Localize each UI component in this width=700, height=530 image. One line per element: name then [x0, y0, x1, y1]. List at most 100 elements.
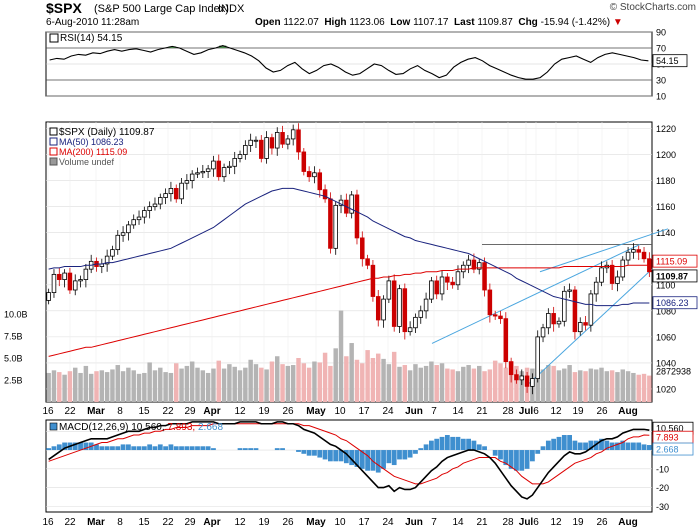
candle-body	[328, 198, 333, 249]
candle-body	[168, 188, 174, 195]
candle-body	[296, 129, 301, 153]
rsi-legend-marker	[49, 33, 59, 43]
macd-histogram-bar	[115, 446, 121, 451]
volume-bar	[487, 369, 493, 402]
volume-bar	[275, 356, 280, 402]
volume-bar	[205, 372, 211, 402]
price-x-label: 17	[358, 406, 370, 417]
last-value: 1109.87	[477, 17, 513, 28]
price-x-label: 12	[234, 406, 246, 417]
macd-histogram-bar	[519, 450, 525, 471]
macd-x-label: May	[306, 517, 326, 528]
candle-body	[195, 172, 200, 175]
macd-histogram-bar	[136, 446, 142, 451]
macd-histogram-bar	[625, 442, 631, 451]
volume-bar	[83, 365, 89, 402]
candle-body	[482, 262, 487, 291]
candle-body	[274, 132, 280, 149]
candle-body	[429, 280, 434, 300]
volume-bar	[503, 367, 509, 402]
volume-bar	[562, 368, 567, 402]
macd-x-label: 21	[476, 517, 488, 528]
macd-histogram-bar	[83, 442, 89, 451]
candle-body	[551, 313, 556, 325]
candle-body	[609, 264, 615, 284]
volume-bar	[269, 361, 275, 402]
candle-body	[508, 361, 514, 376]
macd-histogram-bar	[306, 450, 312, 456]
candle-body	[126, 224, 131, 234]
volume-bar	[189, 361, 195, 402]
macd-value-tag	[652, 442, 694, 456]
volume-bar	[147, 362, 152, 402]
macd-histogram-bar	[397, 450, 402, 460]
macd-x-label: Jul	[519, 517, 534, 528]
candle-body	[147, 206, 152, 211]
volume-tick-label: 2.5B	[4, 376, 23, 386]
candle-body	[173, 188, 179, 200]
volume-bar	[211, 368, 216, 402]
rsi-overbought-fill	[168, 46, 176, 48]
candle-body	[205, 168, 211, 172]
volume-tick-label: 7.5B	[4, 332, 23, 342]
volume-bar	[126, 367, 131, 402]
macd-histogram-bar	[349, 450, 355, 466]
candle-body	[312, 172, 317, 178]
candle-body	[407, 327, 413, 333]
volume-bar	[636, 374, 641, 402]
volume-bar	[184, 365, 190, 402]
rsi-tick-label: 90	[656, 28, 666, 38]
volume-bar	[567, 365, 572, 402]
candle-body	[62, 272, 67, 280]
volume-bar	[328, 365, 333, 402]
macd-histogram-bar	[545, 440, 551, 451]
candle-body	[476, 262, 482, 270]
candle-body	[253, 139, 259, 142]
candle-body	[237, 154, 243, 159]
macd-histogram-bar	[322, 450, 328, 460]
macd-histogram-bar	[110, 446, 115, 451]
candle-body	[381, 298, 386, 321]
rsi-last-value: 54.15	[656, 56, 679, 66]
macd-histogram-bar	[51, 446, 57, 451]
last-label: Last	[454, 17, 475, 28]
macd-histogram-bar	[492, 450, 498, 456]
volume-bar	[546, 365, 551, 402]
volume-bar	[94, 371, 99, 402]
candle-body	[636, 249, 641, 253]
volume-bar	[402, 365, 408, 402]
price-value-tag	[652, 254, 698, 268]
volume-bar	[423, 365, 429, 402]
volume-bar	[285, 365, 291, 402]
macd-histogram-bar	[120, 444, 126, 451]
macd-histogram-bar	[126, 444, 131, 451]
macd-histogram-bar	[588, 440, 594, 451]
macd-histogram-bar	[370, 450, 376, 471]
price-value-tag	[652, 269, 698, 283]
macd-histogram-bar	[99, 446, 105, 451]
volume-bar	[248, 359, 253, 402]
price-value-tag-label: 1115.09	[656, 257, 687, 267]
price-x-label: 12	[550, 406, 562, 417]
macd-histogram-bar	[455, 436, 461, 451]
volume-bar	[333, 348, 338, 402]
volume-bar	[158, 367, 163, 402]
volume-bar	[370, 358, 376, 402]
price-x-label: 29	[184, 406, 196, 417]
price-legend-marker	[49, 157, 58, 166]
macd-histogram-bar	[646, 445, 652, 451]
rsi-tick-label: 10	[656, 92, 666, 102]
volume-bar	[216, 360, 221, 402]
volume-bar	[615, 372, 620, 402]
volume-bar	[120, 371, 126, 402]
volume-bar	[51, 370, 57, 402]
macd-histogram-bar	[535, 450, 541, 454]
candle-body	[51, 273, 57, 294]
quote-summary: Open 1122.07 High 1123.06 Low 1107.17 La…	[255, 17, 623, 28]
macd-x-label: 19	[572, 517, 584, 528]
volume-bar	[482, 371, 487, 402]
macd-histogram-bar	[540, 446, 546, 451]
macd-x-label: Aug	[618, 517, 637, 528]
macd-histogram-bar	[561, 435, 567, 451]
macd-histogram-bar	[131, 446, 137, 451]
